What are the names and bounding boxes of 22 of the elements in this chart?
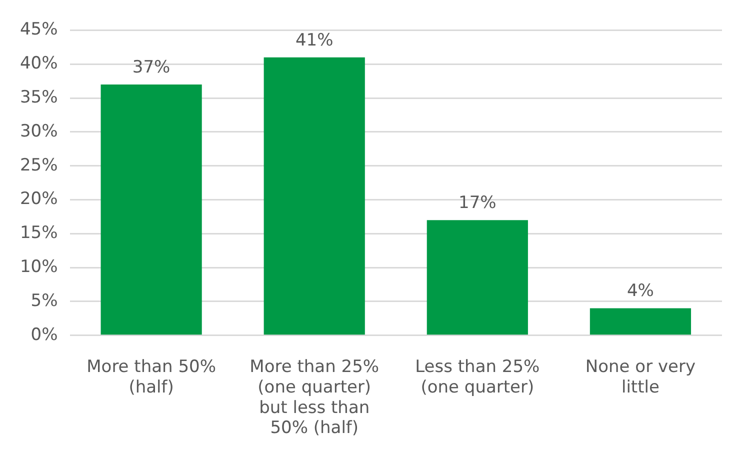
y-tick-label: 35% xyxy=(20,87,58,108)
y-tick-label: 0% xyxy=(30,324,58,345)
y-tick-label: 15% xyxy=(20,223,58,244)
y-tick-label: 40% xyxy=(20,54,58,74)
bar xyxy=(590,308,692,335)
y-tick-label: 45% xyxy=(20,20,58,40)
x-tick-label: None or very little xyxy=(585,357,696,398)
bar xyxy=(100,84,202,335)
x-tick-label: Less than 25% (one quarter) xyxy=(415,357,540,398)
y-tick-label: 30% xyxy=(20,121,58,142)
data-label: 41% xyxy=(295,30,334,50)
y-tick-label: 25% xyxy=(20,155,58,176)
y-tick-label: 10% xyxy=(20,257,58,277)
x-tick-label: More than 50% (half) xyxy=(86,357,216,398)
data-label: 17% xyxy=(458,193,496,214)
x-tick-label: More than 25% (one quarter) but less than 50% (half) xyxy=(250,357,380,438)
bar xyxy=(426,220,528,335)
data-label: 4% xyxy=(626,281,654,302)
bar xyxy=(264,57,365,335)
y-tick-label: 5% xyxy=(30,290,58,311)
y-tick-label: 20% xyxy=(20,189,58,210)
data-label: 37% xyxy=(132,57,170,78)
